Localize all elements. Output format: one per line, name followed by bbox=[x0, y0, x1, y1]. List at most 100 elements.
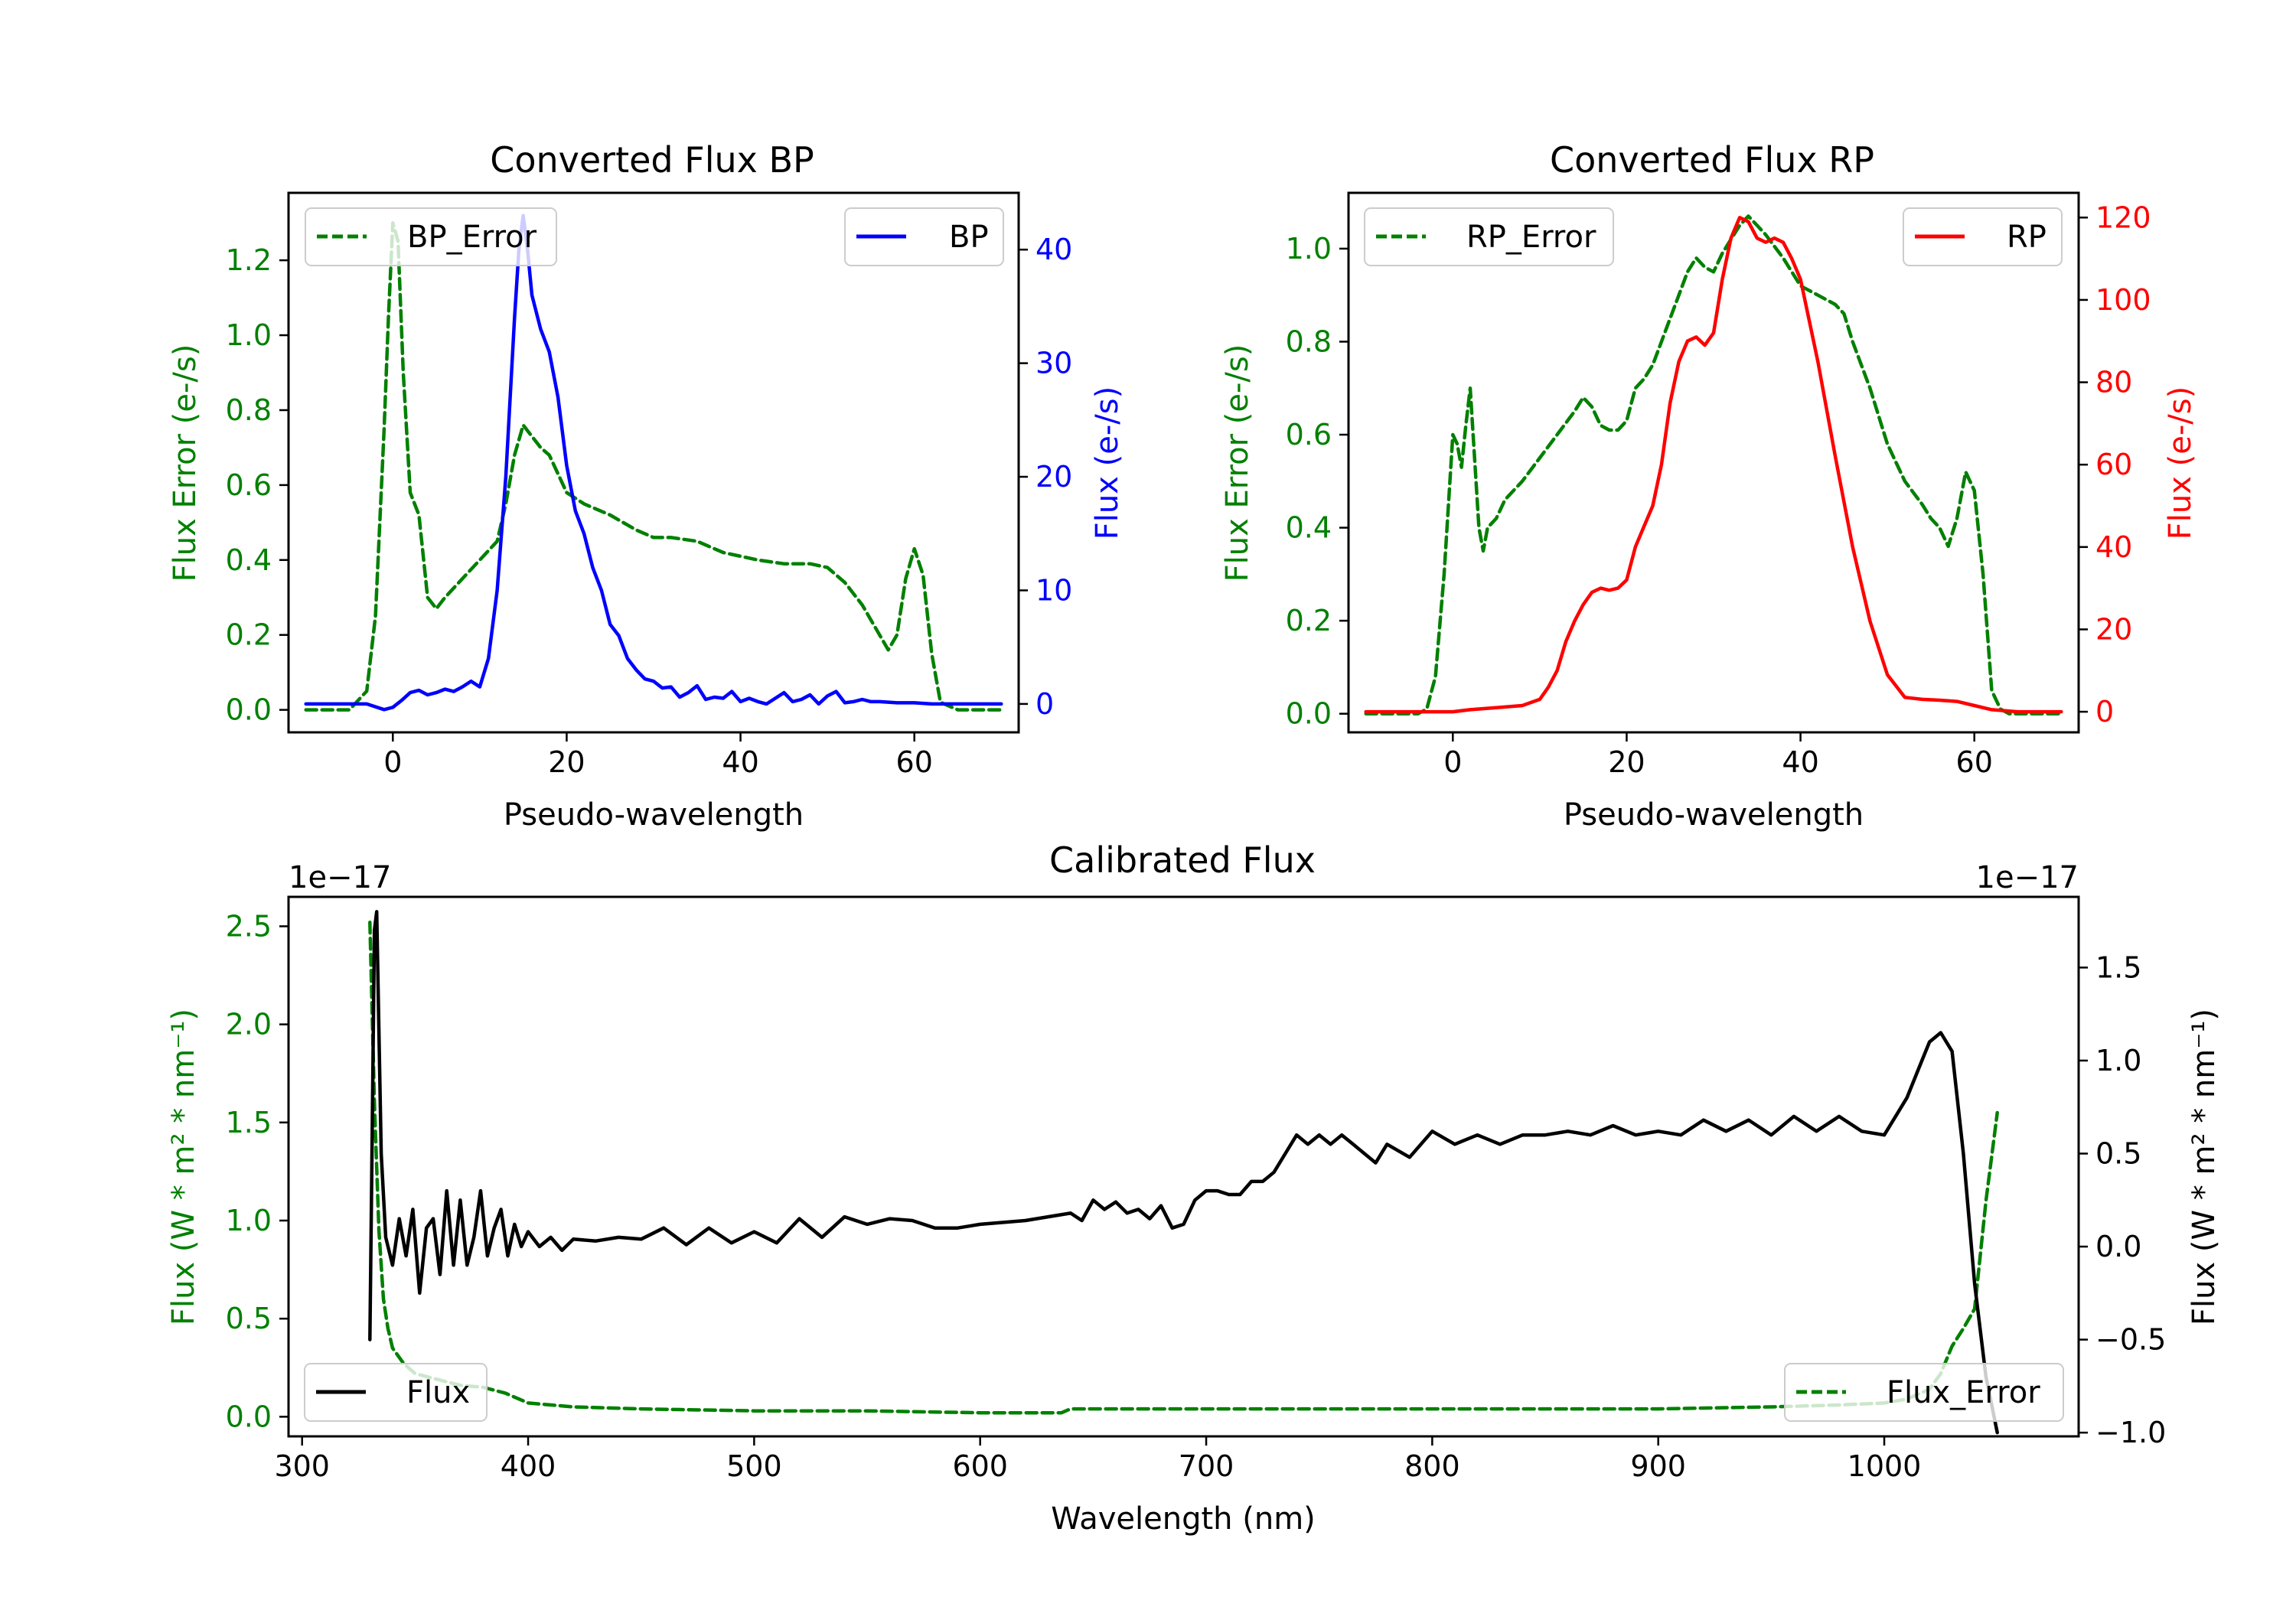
rp-xlabel: Pseudo-wavelength bbox=[1564, 797, 1864, 833]
rp-y-left-tick-label: 0.2 bbox=[1286, 604, 1332, 637]
calibrated-y-right-tick-label: 0.5 bbox=[2095, 1136, 2141, 1170]
calibrated-x-tick-label: 400 bbox=[501, 1449, 556, 1483]
rp-ticks-group: 0 20 40 60 0.0 0.2 0.4 0.6 0.8 1.0 0 20 40 60 80 100 120 bbox=[1286, 200, 2151, 779]
calibrated-x-tick-label: 500 bbox=[726, 1449, 782, 1483]
rp-x-tick-label: 20 bbox=[1608, 745, 1645, 779]
cal-legend-error: Flux_Error bbox=[1784, 1363, 2064, 1422]
rp-y-right-tick-label: 120 bbox=[2095, 200, 2151, 234]
bp-series-group bbox=[304, 214, 1003, 712]
bp-y-right-tick-label: 40 bbox=[1035, 233, 1072, 266]
rp-y-right-tick-label: 100 bbox=[2095, 283, 2151, 317]
bp-y-left-tick-label: 1.0 bbox=[226, 318, 272, 352]
panel-rp: Converted Flux RP 0 20 40 60 0.0 0.2 0.4 0.6 0.8… bbox=[1220, 139, 2198, 833]
bp-legend-error-box bbox=[305, 207, 557, 266]
rp-y-right-tick-label: 60 bbox=[2095, 448, 2132, 481]
calibrated-y-right-tick-label: 1.5 bbox=[2095, 950, 2141, 984]
bp-legend-flux-box bbox=[844, 207, 1004, 266]
bp-y-left-tick-label: 0.2 bbox=[226, 618, 272, 652]
cal-offset-right: 1e−17 bbox=[1976, 860, 2079, 895]
calibrated-y-right-tick-label: 0.0 bbox=[2095, 1230, 2141, 1263]
bp-ylabel-left: Flux Error (e-/s) bbox=[168, 344, 203, 582]
calibrated-y-left-tick-label: 1.5 bbox=[226, 1106, 272, 1139]
cal-legend-error-label: Flux_Error bbox=[1887, 1375, 2040, 1410]
cal-offset-left: 1e−17 bbox=[289, 860, 391, 895]
rp-legend-error-label: RP_Error bbox=[1466, 220, 1596, 255]
rp-y-left-tick-label: 0.6 bbox=[1286, 418, 1332, 451]
calibrated-x-tick-label: 800 bbox=[1404, 1449, 1460, 1483]
rp-y-right-tick-label: 0 bbox=[2095, 695, 2114, 729]
rp-y-left-tick-label: 0.8 bbox=[1286, 324, 1332, 358]
bp-series-bp bbox=[304, 214, 1003, 712]
rp-legend-flux-box bbox=[1903, 207, 2063, 266]
calibrated-x-tick-label: 1000 bbox=[1848, 1449, 1922, 1483]
rp-x-tick-label: 40 bbox=[1782, 745, 1818, 779]
rp-series-rp-error bbox=[1364, 214, 2063, 715]
bp-x-tick-label: 60 bbox=[896, 745, 933, 779]
rp-y-right-tick-label: 20 bbox=[2095, 612, 2132, 646]
bp-y-left-tick-label: 0.4 bbox=[226, 543, 272, 577]
bp-ticks-group: 0 20 40 60 0.0 0.2 0.4 0.6 0.8 1.0 1.2 0 10 20 30 40 bbox=[226, 233, 1073, 779]
bp-legend-error: BP_Error bbox=[305, 207, 557, 266]
calibrated-y-left-tick-label: 0.0 bbox=[226, 1400, 272, 1433]
cal-legend-flux: Flux bbox=[304, 1363, 488, 1422]
rp-y-left-tick-label: 0.0 bbox=[1286, 697, 1332, 731]
bp-legend-flux: BP bbox=[844, 207, 1004, 266]
bp-y-right-tick-label: 30 bbox=[1035, 347, 1072, 380]
rp-title: Converted Flux RP bbox=[1550, 139, 1874, 181]
calibrated-y-left-tick-label: 2.5 bbox=[226, 909, 272, 943]
rp-legend-error-box bbox=[1364, 207, 1614, 266]
calibrated-series-flux bbox=[368, 910, 1999, 1435]
rp-legend-flux-label: RP bbox=[2007, 220, 2047, 255]
rp-x-tick-label: 0 bbox=[1443, 745, 1462, 779]
cal-ylabel-left: Flux (W * m² * nm⁻¹) bbox=[166, 1009, 201, 1325]
bp-xlabel: Pseudo-wavelength bbox=[504, 797, 804, 833]
rp-y-left-tick-label: 1.0 bbox=[1286, 232, 1332, 266]
bp-plot-frame bbox=[287, 191, 1020, 734]
bp-y-right-tick-label: 10 bbox=[1035, 573, 1072, 607]
calibrated-y-right-tick-label: −0.5 bbox=[2095, 1323, 2166, 1357]
bp-y-left-tick-label: 0.6 bbox=[226, 468, 272, 502]
rp-ylabel-right: Flux (e-/s) bbox=[2163, 386, 2198, 539]
bp-series-bp-error bbox=[304, 220, 1003, 712]
cal-xlabel: Wavelength (nm) bbox=[1051, 1501, 1316, 1537]
calibrated-y-left-tick-label: 1.0 bbox=[226, 1204, 272, 1237]
bp-y-left-tick-label: 1.2 bbox=[226, 243, 272, 277]
panel-calibrated: Calibrated Flux 1e−17 1e−17 300 400 500 600… bbox=[166, 839, 2222, 1537]
rp-series-rp bbox=[1364, 216, 2063, 714]
rp-ylabel-left: Flux Error (e-/s) bbox=[1220, 344, 1255, 582]
cal-legend-flux-box bbox=[304, 1363, 488, 1422]
bp-ylabel-right: Flux (e-/s) bbox=[1090, 386, 1125, 539]
calibrated-x-tick-label: 700 bbox=[1179, 1449, 1234, 1483]
rp-series-group bbox=[1364, 214, 2063, 715]
cal-legend-flux-label: Flux bbox=[406, 1375, 470, 1410]
rp-x-tick-label: 60 bbox=[1956, 745, 1993, 779]
calibrated-x-tick-label: 900 bbox=[1630, 1449, 1686, 1483]
rp-y-right-tick-label: 80 bbox=[2095, 366, 2132, 399]
calibrated-y-right-tick-label: 1.0 bbox=[2095, 1044, 2141, 1077]
bp-y-left-tick-label: 0.0 bbox=[226, 693, 272, 727]
panel-bp: Converted Flux BP 0 20 40 60 0.0 0.2 0.4 0.6 0.8… bbox=[168, 139, 1125, 833]
calibrated-x-tick-label: 300 bbox=[274, 1449, 330, 1483]
bp-x-tick-label: 20 bbox=[548, 745, 585, 779]
bp-x-tick-label: 40 bbox=[722, 745, 758, 779]
cal-title: Calibrated Flux bbox=[1049, 839, 1316, 881]
calibrated-y-left-tick-label: 0.5 bbox=[226, 1302, 272, 1335]
rp-y-left-tick-label: 0.4 bbox=[1286, 511, 1332, 545]
bp-legend-flux-label: BP bbox=[949, 220, 989, 255]
rp-y-right-tick-label: 40 bbox=[2095, 530, 2132, 564]
bp-title: Converted Flux BP bbox=[490, 139, 814, 181]
cal-plot-frame bbox=[287, 895, 2080, 1438]
bp-x-tick-label: 0 bbox=[383, 745, 402, 779]
cal-ticks-group: 300 400 500 600 700 800 900 1000 0.0 0.5 1.0 1.5 2.0… bbox=[226, 909, 2167, 1483]
calibrated-y-left-tick-label: 2.0 bbox=[226, 1008, 272, 1041]
rp-plot-frame bbox=[1347, 191, 2080, 734]
bp-y-left-tick-label: 0.8 bbox=[226, 393, 272, 427]
cal-legend-error-box bbox=[1784, 1363, 2064, 1422]
rp-legend-error: RP_Error bbox=[1364, 207, 1614, 266]
calibrated-y-right-tick-label: −1.0 bbox=[2095, 1416, 2166, 1449]
calibrated-x-tick-label: 600 bbox=[952, 1449, 1008, 1483]
bp-y-right-tick-label: 0 bbox=[1035, 687, 1054, 721]
bp-legend-error-label: BP_Error bbox=[407, 220, 537, 255]
